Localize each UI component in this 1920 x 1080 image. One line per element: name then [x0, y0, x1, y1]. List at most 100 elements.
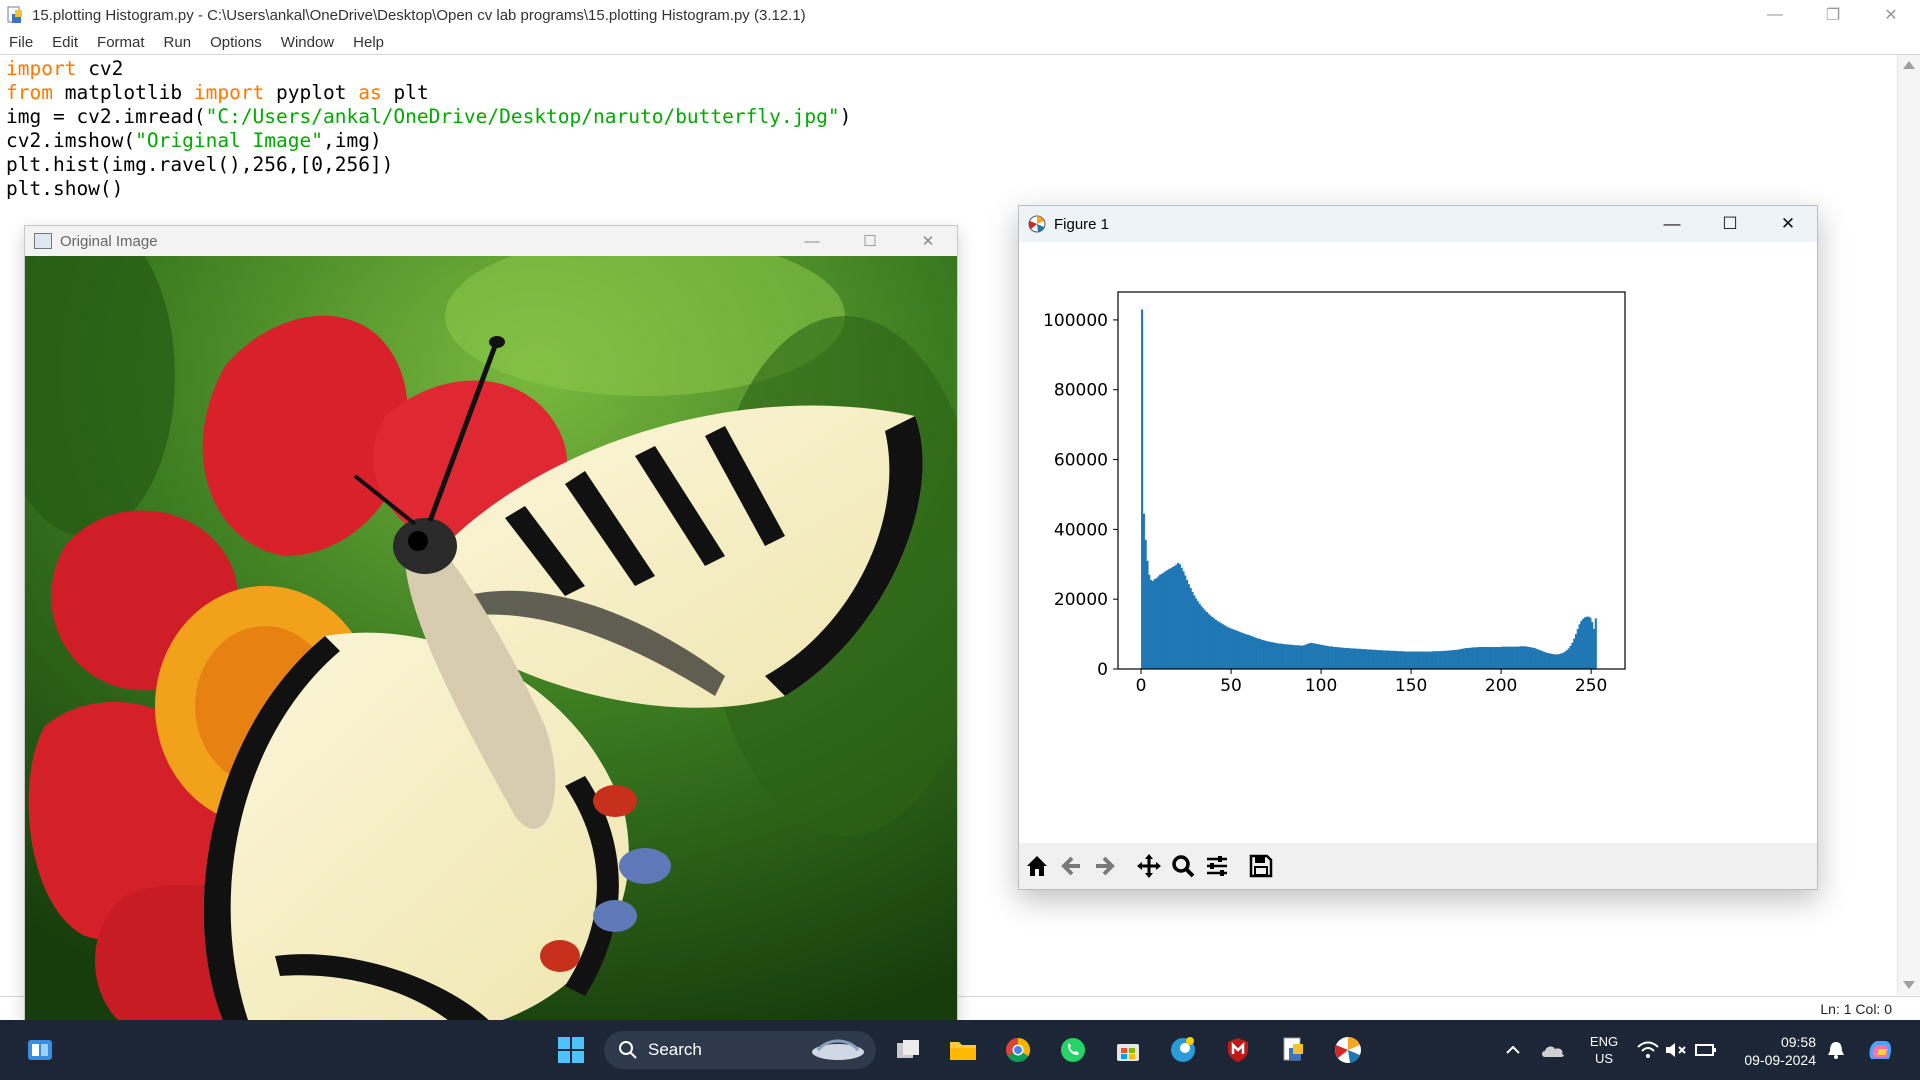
home-button[interactable]	[1021, 850, 1053, 882]
histogram-bar	[1490, 647, 1493, 669]
scroll-up-icon[interactable]	[1903, 61, 1915, 69]
image-close-button[interactable]: ✕	[899, 226, 957, 256]
histogram-bar	[1292, 644, 1295, 669]
histogram-bar	[1382, 650, 1385, 669]
image-maximize-button[interactable]: ☐	[841, 226, 899, 256]
close-button[interactable]: ✕	[1862, 0, 1920, 30]
histogram-bar	[1470, 647, 1473, 669]
y-tick-label: 60000	[1054, 451, 1108, 471]
histogram-bar	[1393, 650, 1396, 669]
taskbar-search[interactable]: Search	[604, 1031, 876, 1069]
figure-close-button[interactable]: ✕	[1759, 206, 1817, 242]
menu-help[interactable]: Help	[353, 33, 384, 51]
histogram-bar	[1346, 648, 1349, 669]
wifi-button[interactable]	[1632, 1034, 1664, 1066]
histogram-bar	[1252, 636, 1255, 669]
widgets-button[interactable]	[24, 1034, 56, 1066]
battery-button[interactable]	[1690, 1034, 1722, 1066]
code-token: plt.hist(img.ravel(),256,[0,256])	[6, 153, 394, 176]
language-indicator[interactable]: ENG US	[1584, 1033, 1624, 1067]
editor-scrollbar[interactable]	[1897, 55, 1920, 995]
mcafee-button[interactable]	[1222, 1034, 1254, 1066]
histogram-bar	[1355, 648, 1358, 669]
histogram-bar	[1438, 651, 1441, 669]
histogram-bar	[1423, 651, 1426, 669]
menu-file[interactable]: File	[9, 33, 34, 51]
maximize-icon: ☐	[1722, 214, 1738, 233]
histogram-bar	[1384, 650, 1387, 669]
save-button[interactable]	[1245, 850, 1277, 882]
histogram-bar	[1373, 649, 1376, 669]
histogram-bar	[1171, 567, 1174, 669]
histogram-bar	[1180, 567, 1183, 669]
image-minimize-button[interactable]: —	[783, 226, 841, 256]
histogram-bar	[1542, 651, 1545, 669]
task-view-button[interactable]	[892, 1034, 924, 1066]
start-button[interactable]	[555, 1034, 587, 1066]
histogram-chart[interactable]: 0 50 100 150 200 250 0 20000 40000 60000 80000 1000…	[1019, 242, 1817, 842]
copilot-button[interactable]	[1864, 1034, 1896, 1066]
histogram-bar	[1414, 651, 1417, 669]
histogram-bar	[1272, 642, 1275, 669]
save-icon	[1249, 854, 1273, 878]
histogram-bar	[1540, 650, 1543, 669]
pan-button[interactable]	[1133, 850, 1165, 882]
restore-button[interactable]: ❐	[1804, 0, 1862, 30]
histogram-bar	[1515, 646, 1518, 669]
code-token: cv2	[76, 57, 124, 80]
figure-maximize-button[interactable]: ☐	[1701, 206, 1759, 242]
histogram-bar	[1155, 578, 1158, 669]
store-button[interactable]	[1112, 1034, 1144, 1066]
histogram-bar	[1204, 610, 1207, 669]
edge-button[interactable]	[1167, 1034, 1199, 1066]
close-icon: ✕	[1884, 7, 1898, 24]
code-text[interactable]: import cv2 from matplotlib import pyplot…	[6, 57, 851, 201]
configure-subplots-button[interactable]	[1201, 850, 1233, 882]
zoom-button[interactable]	[1167, 850, 1199, 882]
x-tick-label: 150	[1395, 676, 1427, 696]
histogram-bar	[1565, 650, 1569, 669]
histogram-bar	[1367, 649, 1370, 669]
histogram-bar	[1288, 644, 1291, 669]
histogram-bar	[1227, 627, 1230, 669]
histogram-bar	[1457, 649, 1461, 669]
histogram-bar	[1250, 636, 1253, 669]
window-title: 15.plotting Histogram.py - C:\Users\anka…	[32, 6, 806, 24]
menu-format[interactable]: Format	[97, 33, 145, 51]
figure-minimize-button[interactable]: —	[1643, 206, 1701, 242]
clock[interactable]: 09:58 09-09-2024	[1736, 1033, 1816, 1069]
histogram-bar	[1294, 645, 1297, 669]
mcafee-shield-icon	[1228, 1038, 1248, 1062]
menu-options[interactable]: Options	[210, 33, 262, 51]
histogram-bar	[1303, 645, 1306, 669]
whatsapp-button[interactable]	[1057, 1034, 1089, 1066]
histogram-bar	[1308, 643, 1311, 669]
maximize-icon: ☐	[863, 233, 877, 250]
onedrive-button[interactable]	[1537, 1034, 1569, 1066]
back-button[interactable]	[1055, 850, 1087, 882]
histogram-bar	[1501, 646, 1504, 669]
menu-window[interactable]: Window	[280, 33, 335, 51]
file-explorer-button[interactable]	[947, 1034, 979, 1066]
minimize-button[interactable]: —	[1746, 0, 1804, 30]
python-idle-button[interactable]	[1277, 1034, 1309, 1066]
menu-edit[interactable]: Edit	[52, 33, 79, 51]
code-token: img = cv2.imread(	[6, 105, 206, 128]
scroll-down-icon[interactable]	[1903, 981, 1915, 989]
magnifier-icon	[1172, 855, 1195, 878]
histogram-bar	[1522, 646, 1525, 669]
chrome-button[interactable]	[1002, 1034, 1034, 1066]
forward-button[interactable]	[1089, 850, 1121, 882]
volume-button[interactable]	[1660, 1034, 1692, 1066]
histogram-bar	[1387, 650, 1390, 669]
histogram-bar	[1231, 628, 1234, 669]
histogram-bar	[1342, 647, 1345, 669]
show-hidden-icons-button[interactable]	[1497, 1034, 1529, 1066]
minimize-icon: —	[804, 232, 820, 250]
histogram-bar	[1304, 644, 1307, 669]
matplotlib-taskbar-button[interactable]	[1332, 1034, 1364, 1066]
notifications-button[interactable]	[1820, 1034, 1852, 1066]
histogram-bar	[1214, 619, 1217, 669]
menu-run[interactable]: Run	[163, 33, 192, 51]
histogram-bar	[1281, 643, 1284, 669]
